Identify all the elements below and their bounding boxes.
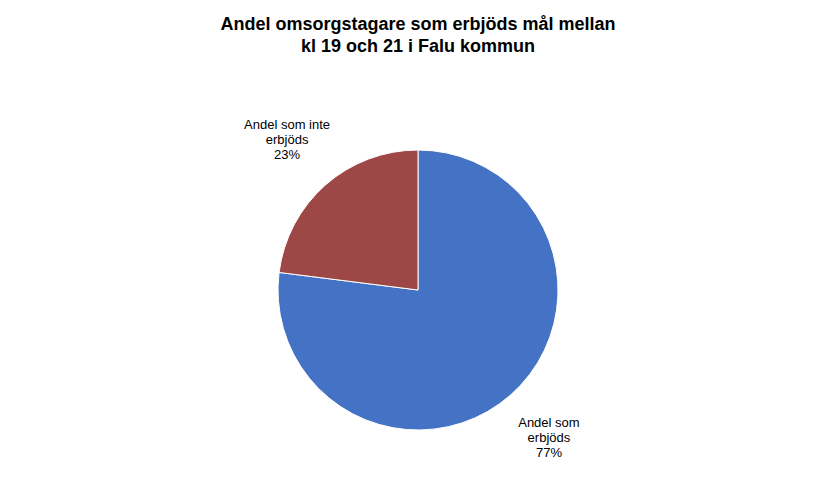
data-label-line: Andel som [518,415,579,430]
pie-slice [279,150,418,290]
data-label-line: 77% [536,445,562,460]
chart-title-line: kl 19 och 21 i Falu kommun [301,36,535,56]
data-label: Andel som inteerbjöds23% [244,118,330,163]
pie [278,150,558,430]
data-labels: Andel somerbjöds77%Andel som inteerbjöds… [244,118,580,460]
data-label: Andel somerbjöds77% [518,415,579,460]
chart-svg: Andel omsorgstagare som erbjöds mål mell… [0,0,836,503]
chart-title-line: Andel omsorgstagare som erbjöds mål mell… [220,14,615,34]
data-label-line: erbjöds [266,133,309,148]
chart-title: Andel omsorgstagare som erbjöds mål mell… [220,14,615,56]
pie-slice [278,150,558,430]
data-label-line: 23% [274,148,300,163]
data-label-line: erbjöds [528,430,571,445]
data-label-line: Andel som inte [244,118,330,133]
